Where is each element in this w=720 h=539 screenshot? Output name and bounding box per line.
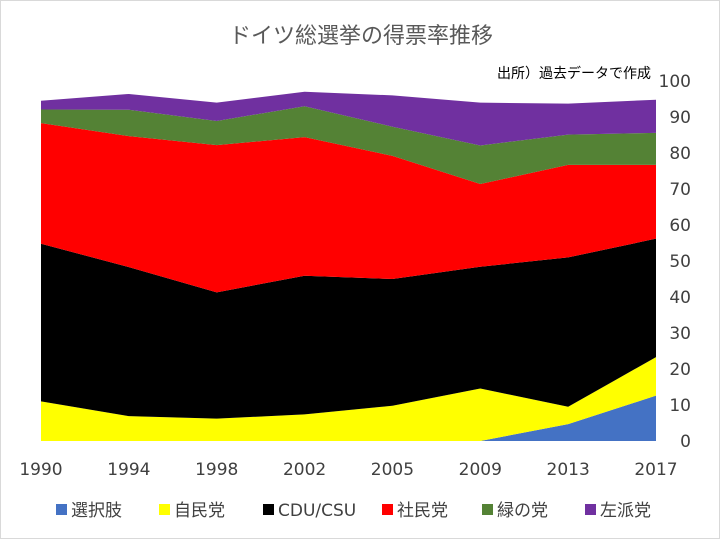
y-tick-label: 70 [669, 180, 691, 200]
legend-item: 自民党 [159, 501, 225, 521]
legend-swatch [56, 504, 67, 515]
legend-label: 自民党 [174, 501, 225, 521]
legend-label: 左派党 [600, 501, 651, 521]
legend-item: 緑の党 [482, 501, 548, 521]
legend-label: 緑の党 [497, 501, 548, 521]
source-note: 出所）過去データで作成 [497, 65, 651, 82]
area-series-4 [41, 106, 656, 184]
legend-swatch [585, 504, 596, 515]
x-tick-label: 2013 [547, 460, 590, 480]
x-tick-label: 2002 [283, 460, 326, 480]
legend-label: 選択肢 [71, 501, 122, 521]
legend-item: CDU/CSU [263, 501, 356, 521]
y-tick-label: 40 [669, 288, 691, 308]
y-tick-label: 90 [669, 108, 691, 128]
legend-item: 左派党 [585, 501, 651, 521]
y-tick-label: 50 [669, 252, 691, 272]
chart-title: ドイツ総選挙の得票率推移 [229, 24, 493, 49]
y-tick-label: 80 [669, 144, 691, 164]
legend-swatch [159, 504, 170, 515]
area-series-1 [41, 357, 656, 441]
y-tick-label: 20 [669, 360, 691, 380]
x-tick-label: 2005 [371, 460, 414, 480]
x-tick-label: 1990 [19, 460, 62, 480]
area-series-3 [41, 123, 656, 293]
legend-swatch [482, 504, 493, 515]
x-tick-label: 1994 [107, 460, 150, 480]
legend-item: 選択肢 [56, 501, 122, 521]
x-tick-label: 1998 [195, 460, 238, 480]
y-tick-label: 30 [669, 324, 691, 344]
legend-swatch [263, 504, 274, 515]
area-series-2 [41, 238, 656, 419]
x-tick-label: 2009 [459, 460, 502, 480]
area-series-0 [41, 395, 656, 441]
legend-item: 社民党 [382, 501, 448, 521]
y-tick-label: 10 [669, 396, 691, 416]
y-tick-label: 60 [669, 216, 691, 236]
y-tick-label: 0 [680, 432, 691, 452]
legend-label: CDU/CSU [278, 501, 356, 521]
legend-label: 社民党 [397, 501, 448, 521]
y-tick-label: 100 [659, 72, 691, 92]
legend-swatch [382, 504, 393, 515]
x-tick-label: 2017 [634, 460, 677, 480]
area-series-5 [41, 91, 656, 146]
